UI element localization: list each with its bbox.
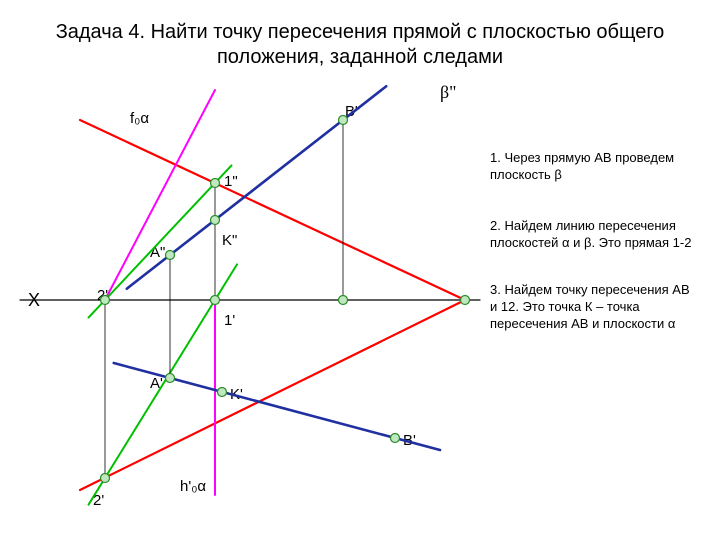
pt-K1 [218,388,227,397]
pt-A2 [166,251,175,260]
diagram-svg [0,0,720,540]
line-AB-frontal [127,86,387,289]
line-12-frontal [89,165,232,317]
pt-2-2 [101,296,110,305]
trace-h0a [80,300,465,490]
pt-K2 [211,216,220,225]
pt-B1 [391,434,400,443]
trace-f0a [80,120,465,300]
pt-A1 [166,374,175,383]
pt-1-1 [211,296,220,305]
beta-frontal [105,90,215,300]
pt-B2 [339,116,348,125]
pt-Bx [339,296,348,305]
pt-1-2 [211,179,220,188]
pt-2-1 [101,474,110,483]
pt-alpha-x [461,296,470,305]
